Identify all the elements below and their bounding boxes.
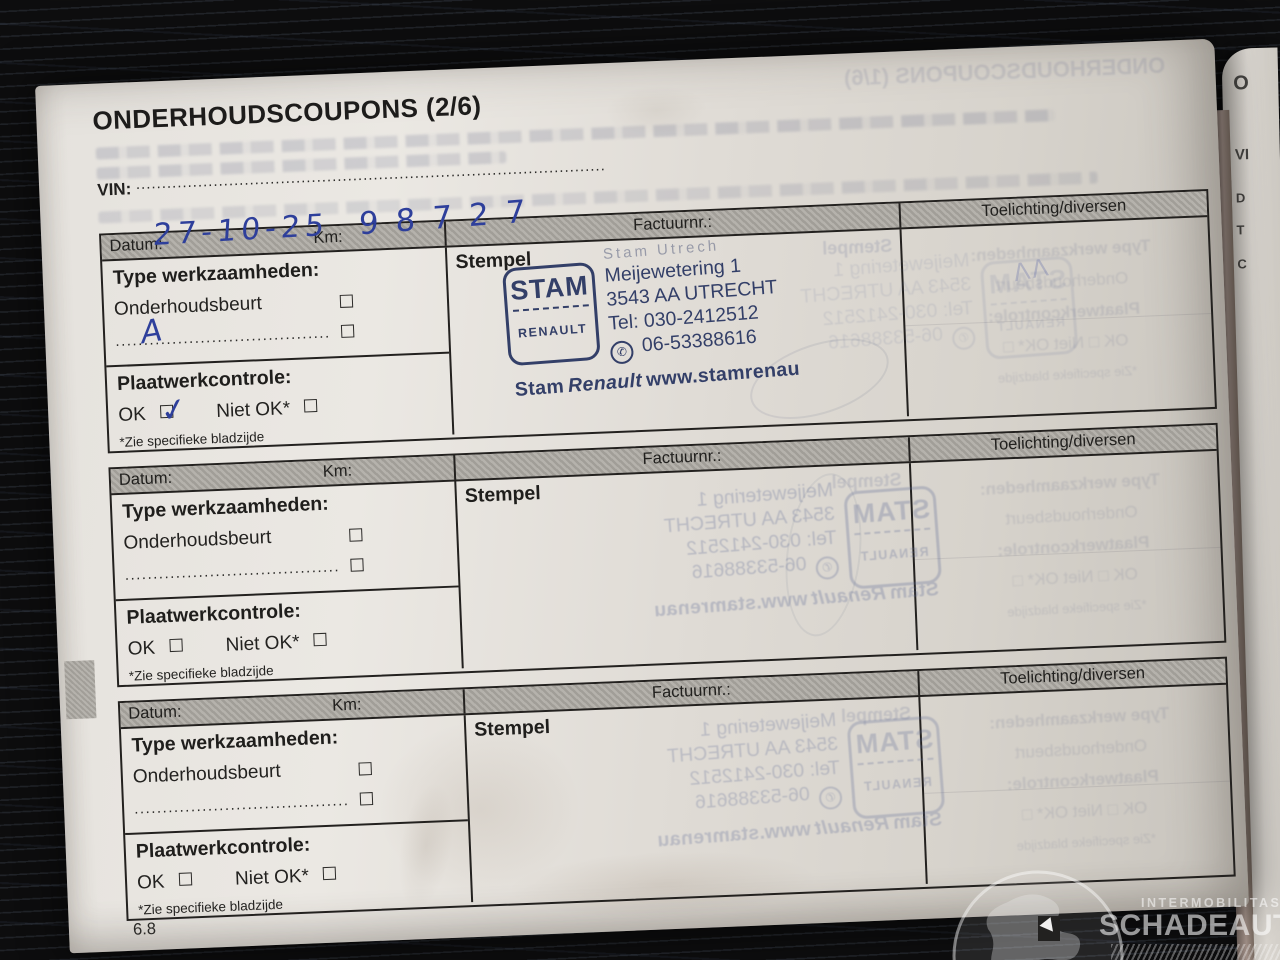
stempel-label: Stempel [464,482,542,508]
ok-label: OK [117,403,147,426]
stempel-label: Stempel [455,248,532,274]
bleedthrough-stamp: STAM RENAULT Meijewetering 1 3543 AA UTR… [515,468,954,632]
niet-ok-label: Niet OK* [215,398,291,423]
next-page-letter: O [1232,72,1250,95]
bleedthrough-labels: Type werkzaamheden: Onderhoudsbeurt Plaa… [979,469,1161,620]
onderhoudsbeurt-label: Onderhoudsbeurt [113,293,263,321]
next-page-letter: D [1235,190,1246,206]
next-page-letter: T [1236,222,1245,238]
niet-ok-label: Niet OK* [225,631,300,656]
checkbox-onderhoudsbeurt [339,294,354,308]
checkbox-niet-ok [304,398,318,413]
stam-renault-logo: STAM RENAULT [846,715,946,820]
coupon-block-1: Datum: 27-10-25 Km: 98727 Factuurnr.: To… [99,189,1217,454]
watermark-hatch-pattern [1111,944,1280,960]
datum-label: Datum: [127,702,182,723]
coupon-block-2: Datum: Km: Factuurnr.: Toelichting/diver… [108,422,1227,688]
vin-label: VIN: [96,179,132,200]
footnote: *Zie specifieke bladzijde [137,896,284,918]
niet-ok-label: Niet OK* [234,865,310,890]
phone-icon: ✆ [818,785,843,811]
stamp-logo-renault: RENAULT [517,321,588,341]
checkbox-onderhoudsbeurt [358,762,372,776]
plaatwerkcontrole-label: Plaatwerkcontrole: [116,365,292,395]
bleedthrough-labels: Type werkzaamheden: Onderhoudsbeurt Plaa… [988,703,1170,854]
checkbox-ok [178,872,192,886]
datum-label: Datum: [118,468,173,489]
custom-entry-dotted-line: ........................................… [133,792,349,818]
checkbox-custom-entry [359,792,374,806]
stam-renault-logo: STAM RENAULT [843,485,943,590]
next-page-letter: C [1237,256,1247,272]
phone-icon: ✆ [815,555,840,581]
onderhoudsbeurt-label: Onderhoudsbeurt [132,760,282,788]
custom-entry-dotted-line: ........................................… [115,324,330,351]
datum-label: Datum: [109,235,164,256]
km-label: Km: [331,695,362,715]
page-title: ONDERHOUDSCOUPONS (2/6) [91,90,482,136]
stamp-logo-stam: STAM [509,270,590,307]
footnote: *Zie specifieke bladzijde [119,429,265,450]
bleedthrough-next-page-title: ONDERHOUDSCOUPONS (1/6) [843,52,1166,91]
page-number: 6.8 [132,919,157,939]
phone-icon: ✆ [951,325,977,351]
ok-label: OK [127,637,156,660]
next-page-letter: VI [1234,146,1250,164]
stam-renault-logo: STAM RENAULT [979,255,1079,361]
custom-entry-dotted-line: ........................................… [124,558,339,584]
plaatwerkcontrole-label: Plaatwerkcontrole: [135,833,311,863]
checkbox-niet-ok [313,632,327,647]
cursor-box [1038,916,1060,941]
ok-label: OK [136,871,165,894]
stempel-label: Stempel [473,715,551,741]
checkbox-ok [169,638,183,653]
checkbox-onderhoudsbeurt [349,528,363,542]
page-edge-tab [64,660,97,720]
service-booklet-page: ONDERHOUDSCOUPONS (2/6) ONDERHOUDSCOUPON… [35,38,1249,954]
plaatwerkcontrole-label: Plaatwerkcontrole: [126,599,302,629]
phone-icon: ✆ [609,340,635,365]
bleedthrough-stamp: STAM RENAULT Meijewetering 1 3543 AA UTR… [518,698,957,862]
km-label: Km: [322,461,353,481]
stam-renault-stamp: STAM RENAULT Stam Utrech Meijewetering 1… [491,221,931,403]
footnote: *Zie specifieke bladzijde [128,662,274,684]
checkbox-niet-ok [322,866,337,881]
checkbox-custom-entry [340,324,355,338]
handwritten-checkmark: ✓ [156,388,191,431]
onderhoudsbeurt-label: Onderhoudsbeurt [123,526,272,554]
cursor-icon [1039,917,1059,936]
watermark-brand-main: SCHADEAUTOS.NL [1099,909,1280,942]
stam-renault-logo: STAM RENAULT [501,261,601,367]
schadeautos-watermark: INTERMOBILITAS SCHADEAUTOS.NL [952,856,1280,960]
checkbox-custom-entry [350,558,364,572]
km-label: Km: [313,227,344,247]
watermark-brand-top: INTERMOBILITAS [1141,896,1280,910]
